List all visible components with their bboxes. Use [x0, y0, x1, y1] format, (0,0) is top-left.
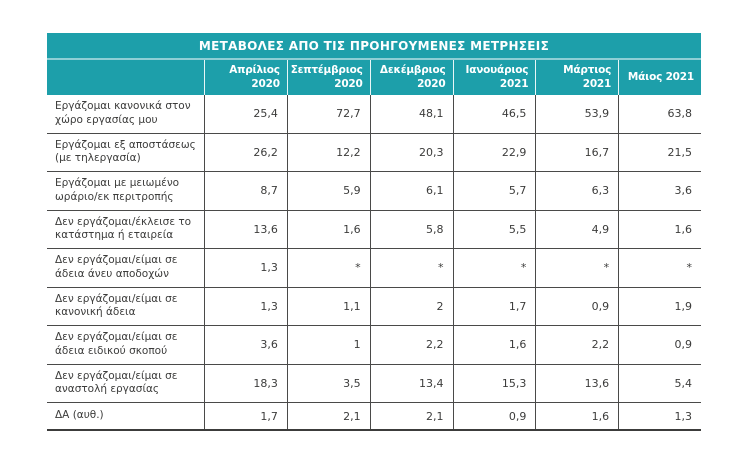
header-empty-cell [47, 60, 204, 95]
data-cell: 1,9 [618, 287, 701, 325]
row-label: Εργάζομαι εξ αποστάσεως (με τηλεργασία) [55, 138, 196, 165]
data-cell: 3,6 [618, 172, 701, 210]
data-cell: 5,9 [286, 172, 370, 210]
data-cell: * [452, 249, 536, 287]
row-label: Δεν εργάζομαι/είμαι σε άδεια άνευ αποδοχ… [55, 254, 178, 280]
data-cell: 1,3 [204, 287, 287, 325]
data-cell: 2,1 [369, 403, 453, 429]
data-cell: 12,2 [286, 133, 370, 171]
data-cell: 1,1 [286, 287, 370, 325]
data-cell: 2,2 [535, 326, 618, 364]
column-header-april-2020: Απρίλιος 2020 [204, 60, 287, 95]
data-cell: 2,2 [369, 326, 453, 364]
data-cell: 1,6 [286, 210, 370, 248]
data-cell: 13,6 [204, 210, 287, 248]
data-cell: 1,6 [618, 210, 701, 248]
data-cell: 0,9 [535, 287, 618, 325]
table-row: Εργάζομαι κανονικά στον χώρο εργασίας μο… [47, 95, 701, 133]
data-cell: 2,1 [286, 403, 370, 429]
data-cell: 15,3 [452, 364, 536, 402]
data-cell: * [535, 249, 618, 287]
data-cell: 53,9 [535, 95, 618, 133]
data-cell: 3,5 [286, 364, 370, 402]
data-cell: 1 [286, 326, 370, 364]
data-cell: 5,8 [369, 210, 453, 248]
data-cell: 26,2 [204, 133, 287, 171]
data-cell: * [618, 249, 701, 287]
data-cell: 48,1 [369, 95, 453, 133]
data-cell: 6,3 [535, 172, 618, 210]
table-row: Δεν εργάζομαι/είμαι σε άδεια άνευ αποδοχ… [47, 248, 701, 287]
data-cell: 3,6 [204, 326, 287, 364]
data-cell: 25,4 [204, 95, 287, 133]
data-cell: 4,9 [535, 210, 618, 248]
data-cell: * [369, 249, 453, 287]
data-cell: 1,6 [535, 403, 618, 429]
row-label: Δεν εργάζομαι/είμαι σε κανονική άδεια [55, 292, 178, 319]
data-cell: 46,5 [452, 95, 536, 133]
table-row: Εργάζομαι εξ αποστάσεως (με τηλεργασία) … [47, 132, 701, 171]
data-cell: 1,7 [204, 403, 287, 429]
row-label: Δεν εργάζομαι/είμαι σε αναστολή εργασίας [55, 369, 178, 396]
data-cell: * [286, 249, 370, 287]
row-label: Δεν εργάζομαι/είμαι σε άδεια ειδικού σκο… [55, 331, 178, 357]
changes-table: ΜΕΤΑΒΟΛΕΣ ΑΠΟ ΤΙΣ ΠΡΟΗΓΟΥΜΕΝΕΣ ΜΕΤΡΗΣΕΙΣ… [47, 33, 701, 431]
column-header-december-2020: Δεκέμβριος 2020 [369, 60, 453, 95]
table-body: Εργάζομαι κανονικά στον χώρο εργασίας μο… [47, 95, 701, 431]
table-title: ΜΕΤΑΒΟΛΕΣ ΑΠΟ ΤΙΣ ΠΡΟΗΓΟΥΜΕΝΕΣ ΜΕΤΡΗΣΕΙΣ [198, 39, 550, 53]
data-cell: 20,3 [369, 133, 453, 171]
data-cell: 13,4 [369, 364, 453, 402]
column-header-january-2021: Ιανουάριος 2021 [452, 60, 536, 95]
column-header-september-2020: Σεπτέμβριος 2020 [286, 60, 370, 95]
table-row: ΔΑ (αυθ.) 1,7 2,1 2,1 0,9 1,6 1,3 [47, 402, 701, 429]
data-cell: 16,7 [535, 133, 618, 171]
column-header-may-2021: Μάιος 2021 [618, 60, 701, 95]
data-cell: 1,6 [452, 326, 536, 364]
data-cell: 8,7 [204, 172, 287, 210]
title-divider [47, 58, 701, 60]
row-label: Εργάζομαι κανονικά στον χώρο εργασίας μο… [55, 100, 191, 126]
data-cell: 22,9 [452, 133, 536, 171]
data-cell: 5,5 [452, 210, 536, 248]
data-cell: 63,8 [618, 95, 701, 133]
data-cell: 1,3 [618, 403, 701, 429]
table-row: Δεν εργάζομαι/έκλεισε το κατάστημα ή ετα… [47, 209, 701, 248]
column-header-row: Απρίλιος 2020 Σεπτέμβριος 2020 Δεκέμβριο… [47, 60, 701, 95]
data-cell: 6,1 [369, 172, 453, 210]
row-label: Εργάζομαι με μειωμένο ωράριο/εκ περιτροπ… [55, 177, 180, 203]
data-cell: 1,7 [452, 287, 536, 325]
data-cell: 5,4 [618, 364, 701, 402]
data-cell: 72,7 [286, 95, 370, 133]
data-cell: 21,5 [618, 133, 701, 171]
table-row: Δεν εργάζομαι/είμαι σε άδεια ειδικού σκο… [47, 325, 701, 364]
table-row: Εργάζομαι με μειωμένο ωράριο/εκ περιτροπ… [47, 171, 701, 210]
data-cell: 0,9 [618, 326, 701, 364]
data-cell: 1,3 [204, 249, 287, 287]
table-row: Δεν εργάζομαι/είμαι σε κανονική άδεια 1,… [47, 286, 701, 325]
row-label: ΔΑ (αυθ.) [55, 409, 104, 422]
data-cell: 2 [369, 287, 453, 325]
table-row: Δεν εργάζομαι/είμαι σε αναστολή εργασίας… [47, 363, 701, 402]
table-header-block: ΜΕΤΑΒΟΛΕΣ ΑΠΟ ΤΙΣ ΠΡΟΗΓΟΥΜΕΝΕΣ ΜΕΤΡΗΣΕΙΣ… [47, 33, 701, 95]
data-cell: 18,3 [204, 364, 287, 402]
column-header-march-2021: Μάρτιος 2021 [535, 60, 618, 95]
data-cell: 13,6 [535, 364, 618, 402]
data-cell: 5,7 [452, 172, 536, 210]
row-label: Δεν εργάζομαι/έκλεισε το κατάστημα ή ετα… [55, 215, 192, 242]
data-cell: 0,9 [452, 403, 536, 429]
